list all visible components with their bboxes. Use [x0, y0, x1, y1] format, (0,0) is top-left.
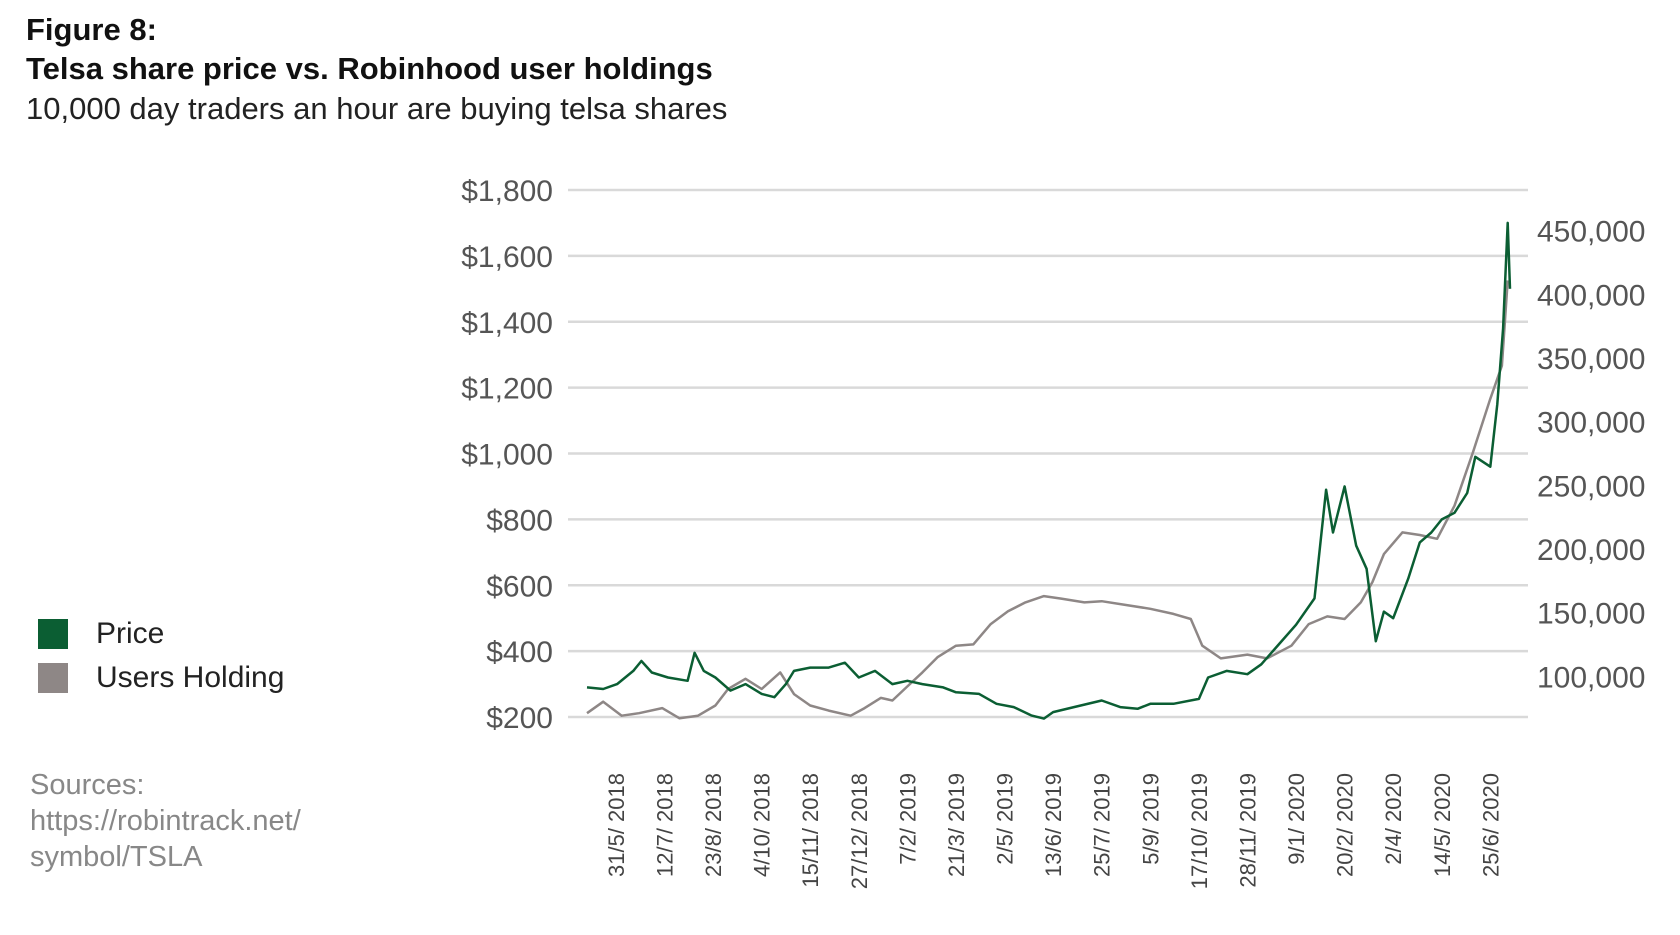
y-right-tick-label: 350,000	[1537, 343, 1645, 376]
y-left-tick-label: $400	[486, 636, 553, 669]
y-left-tick-label: $1,600	[461, 241, 553, 274]
x-tick-label: 25/6/ 2020	[1478, 773, 1503, 877]
legend-swatch-price	[38, 619, 68, 649]
x-tick-label: 2/4/ 2020	[1381, 773, 1406, 865]
x-tick-label: 9/1/ 2020	[1284, 773, 1309, 865]
users-holding-line	[586, 280, 1509, 720]
y-right-tick-label: 200,000	[1537, 534, 1645, 567]
legend-item-price: Price	[38, 612, 284, 656]
x-tick-label: 7/2/ 2019	[895, 773, 920, 865]
figure-label: Figure 8:	[26, 12, 157, 47]
sources-url-2: symbol/TSLA	[30, 841, 203, 873]
legend-label-price: Price	[96, 617, 165, 650]
x-tick-label: 4/10/ 2018	[750, 773, 775, 877]
x-tick-label: 13/6/ 2019	[1041, 773, 1066, 877]
y-left-tick-label: $1,000	[461, 439, 553, 472]
y-left-tick-label: $1,800	[461, 175, 553, 208]
x-tick-label: 25/7/ 2019	[1090, 773, 1115, 877]
sources-url-1: https://robintrack.net/	[30, 805, 301, 837]
chart-subtitle: 10,000 day traders an hour are buying te…	[26, 91, 728, 126]
x-tick-label: 23/8/ 2018	[701, 773, 726, 877]
y-right-tick-label: 150,000	[1537, 598, 1645, 631]
y-right-tick-label: 450,000	[1537, 216, 1645, 249]
chart-title: Telsa share price vs. Robinhood user hol…	[26, 51, 713, 86]
x-tick-label: 14/5/ 2020	[1430, 773, 1455, 877]
legend-label-users: Users Holding	[96, 661, 285, 694]
x-tick-label: 28/11/ 2019	[1235, 773, 1260, 888]
x-tick-label: 21/3/ 2019	[944, 773, 969, 877]
legend: Price Users Holding	[38, 612, 284, 700]
price-line	[586, 221, 1512, 720]
x-tick-label: 20/2/ 2020	[1333, 773, 1358, 877]
y-right-tick-label: 100,000	[1537, 661, 1645, 694]
x-tick-label: 15/11/ 2018	[798, 773, 823, 888]
y-left-tick-label: $1,400	[461, 307, 553, 340]
x-tick-label: 12/7/ 2018	[652, 773, 677, 877]
y-right-tick-label: 250,000	[1537, 470, 1645, 503]
sources-label: Sources:	[30, 769, 145, 801]
y-left-tick-label: $200	[486, 702, 553, 735]
x-tick-label: 17/10/ 2019	[1187, 773, 1212, 889]
x-tick-label: 31/5/ 2018	[604, 773, 629, 877]
x-tick-label: 27/12/ 2018	[847, 773, 872, 889]
legend-item-users: Users Holding	[38, 656, 284, 700]
sources: Sources: https://robintrack.net/ symbol/…	[30, 767, 301, 875]
legend-swatch-users	[38, 663, 68, 693]
y-left-tick-label: $600	[486, 570, 553, 603]
x-tick-label: 5/9/ 2019	[1138, 773, 1163, 865]
y-left-tick-label: $1,200	[461, 373, 553, 406]
y-left-tick-label: $800	[486, 504, 553, 537]
x-tick-label: 2/5/ 2019	[993, 773, 1018, 865]
y-right-tick-label: 300,000	[1537, 407, 1645, 440]
y-right-tick-label: 400,000	[1537, 279, 1645, 312]
